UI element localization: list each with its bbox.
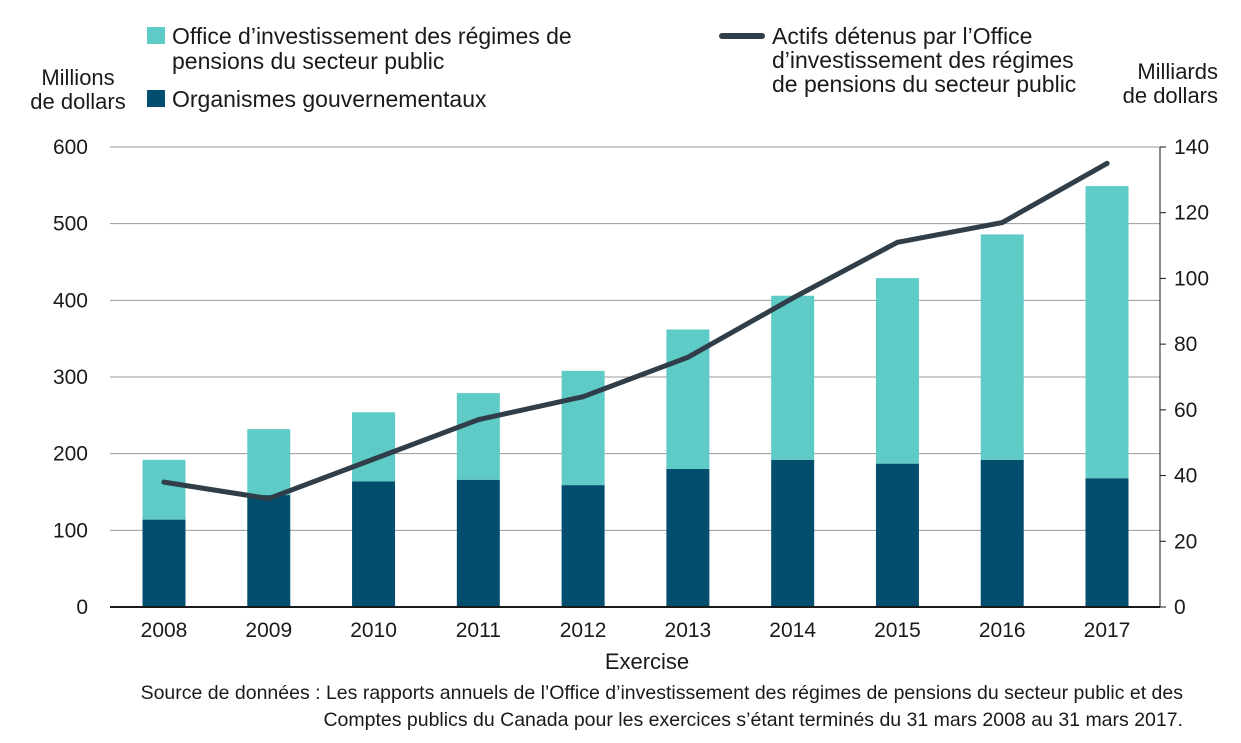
legend-label-pension-board: pensions du secteur public <box>172 48 444 74</box>
bar-segment <box>352 412 396 482</box>
y-right-tick-label: 80 <box>1174 333 1197 356</box>
bar-segment <box>456 479 500 607</box>
line-point <box>894 239 900 245</box>
bars <box>142 186 1129 607</box>
bar-segment <box>142 519 186 607</box>
y-left-title: Millions <box>41 65 114 90</box>
legend-label-pension-board: Office d’investissement des régimes de <box>172 23 572 49</box>
line-point <box>790 295 796 301</box>
bar-segment <box>561 485 605 607</box>
x-tick-label: 2017 <box>1084 619 1131 642</box>
y-right-tick-label: 140 <box>1174 136 1209 159</box>
x-tick-label: 2008 <box>141 619 188 642</box>
source-note-line-1: Source de données : Les rapports annuels… <box>141 682 1184 704</box>
x-tick-label: 2011 <box>456 619 501 642</box>
legend-label-assets: Actifs détenus par l’Office <box>772 23 1032 49</box>
x-tick-label: 2012 <box>560 619 607 642</box>
x-tick-label: 2016 <box>979 619 1026 642</box>
legend-swatch-pension-board <box>147 27 165 44</box>
source-note-line-2: Comptes publics du Canada pour les exerc… <box>323 709 1183 731</box>
x-tick-label: 2014 <box>769 619 816 642</box>
bar-segment <box>142 459 186 520</box>
legend-label-assets: de pensions du secteur public <box>772 71 1076 97</box>
y-right-tick-label: 0 <box>1174 596 1186 619</box>
bar-segment <box>666 329 710 469</box>
bar-segment <box>1085 478 1129 607</box>
axes: 0 100 200 300 400 500 600 0 20 40 60 80 100 120 140 200… <box>30 59 1218 642</box>
y-left-tick-label: 500 <box>53 213 88 236</box>
asset-line-path <box>161 160 1110 502</box>
x-tick-label: 2013 <box>665 619 712 642</box>
bar-segment <box>247 429 291 496</box>
bar-segment <box>875 278 919 464</box>
asset-line <box>161 160 1110 502</box>
y-right-tick-label: 100 <box>1174 267 1209 290</box>
legend-swatch-government <box>147 90 165 107</box>
line-point <box>685 354 691 360</box>
line-point <box>1104 160 1110 166</box>
y-left-tick-label: 0 <box>76 596 88 619</box>
legend-label-assets: d’investissement des régimes <box>772 47 1074 73</box>
y-right-tick-label: 20 <box>1174 530 1197 553</box>
y-left-tick-label: 100 <box>53 519 88 542</box>
x-tick-label: 2009 <box>245 619 292 642</box>
x-tick-label: 2010 <box>350 619 397 642</box>
y-left-tick-label: 600 <box>53 136 88 159</box>
bar-segment <box>666 469 710 607</box>
y-right-tick-label: 60 <box>1174 399 1197 422</box>
line-point <box>580 394 586 400</box>
y-left-tick-label: 200 <box>53 443 88 466</box>
bar-segment <box>561 370 605 486</box>
y-right-tick-label: 120 <box>1174 202 1209 225</box>
y-right-title: de dollars <box>1123 83 1218 108</box>
line-point <box>266 496 272 502</box>
line-point <box>475 417 481 423</box>
y-right-title: Milliards <box>1137 59 1218 84</box>
x-axis-title: Exercise <box>605 649 689 674</box>
bar-segment <box>980 234 1024 460</box>
y-left-title: de dollars <box>30 89 125 114</box>
y-left-tick-label: 300 <box>53 366 88 389</box>
x-tick-label: 2015 <box>874 619 921 642</box>
y-left-tick-label: 400 <box>53 289 88 312</box>
line-point <box>999 220 1005 226</box>
bar-segment <box>352 481 396 607</box>
legend-label-government: Organismes gouvernementaux <box>172 86 487 112</box>
y-right-tick-label: 40 <box>1174 465 1197 488</box>
bar-segment <box>771 459 815 607</box>
line-point <box>161 479 167 485</box>
bar-segment <box>247 495 291 607</box>
line-point <box>371 456 377 462</box>
bar-segment <box>875 463 919 607</box>
legend: Office d’investissement des régimes depe… <box>147 23 1076 112</box>
bar-segment <box>1085 186 1129 479</box>
bar-segment <box>980 459 1024 607</box>
bar-segment <box>456 393 500 480</box>
bar-segment <box>771 295 815 460</box>
